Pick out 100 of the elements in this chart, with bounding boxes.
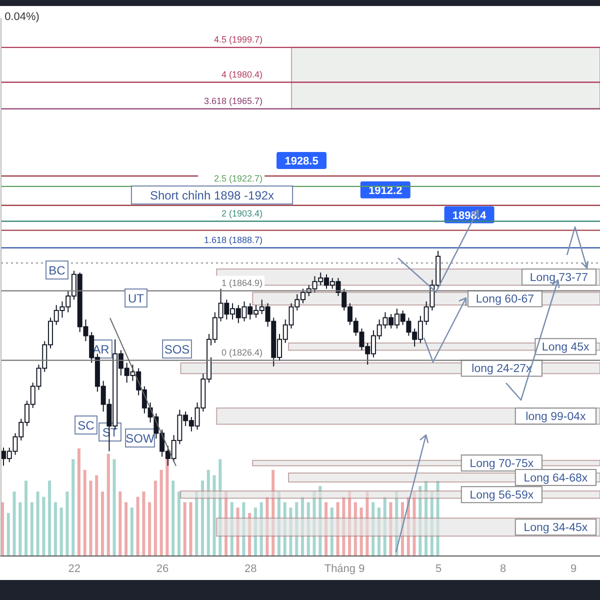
ref-line-label: 2.5 (1922.7) xyxy=(214,173,263,184)
bar xyxy=(372,502,375,556)
bar xyxy=(112,459,116,556)
bar xyxy=(124,502,128,556)
bar xyxy=(330,508,334,556)
x-tick-label: 22 xyxy=(68,562,81,575)
bar xyxy=(195,491,198,556)
bar xyxy=(118,491,122,556)
bar xyxy=(201,480,204,556)
bar xyxy=(212,475,216,556)
annotation: 0.04%) xyxy=(4,10,40,23)
annotation: BC xyxy=(48,263,66,278)
bar xyxy=(248,512,252,556)
bar xyxy=(254,508,257,556)
bar xyxy=(12,491,16,556)
band-label: Long 73-77 xyxy=(530,272,588,284)
annotation: Short chỉnh 1898 -192x xyxy=(150,188,274,202)
bar xyxy=(418,486,422,556)
bar xyxy=(30,502,34,556)
bar xyxy=(24,480,28,556)
bar xyxy=(342,496,346,556)
band-label: Long 45x xyxy=(542,342,590,354)
bar xyxy=(95,475,98,556)
bar xyxy=(424,480,428,556)
x-tick-label: 26 xyxy=(156,562,169,575)
ref-line-label: 4.5 (1999.7) xyxy=(214,34,263,44)
bar xyxy=(272,470,275,556)
bar xyxy=(42,496,46,556)
bar xyxy=(136,496,140,556)
bar xyxy=(148,502,152,556)
bar xyxy=(336,502,340,556)
bar xyxy=(348,491,352,556)
bar xyxy=(106,454,110,556)
bar xyxy=(48,480,52,556)
bar xyxy=(389,502,392,556)
band-label: Long 56-59x xyxy=(470,490,534,502)
bar xyxy=(377,508,380,556)
bar xyxy=(206,470,210,556)
band-label: Long 70-75x xyxy=(470,458,534,470)
bar xyxy=(101,491,104,556)
bar xyxy=(395,491,398,556)
bar xyxy=(72,459,75,556)
band-label: Long 34-45x xyxy=(524,522,588,534)
bar xyxy=(160,470,163,556)
bar xyxy=(260,502,263,556)
band-label: Long 60-67 xyxy=(476,294,534,306)
bar xyxy=(430,491,434,556)
x-tick-label: Tháng 9 xyxy=(324,562,365,575)
bar xyxy=(360,508,363,556)
annotation: SC xyxy=(78,418,95,432)
ref-line-label: 0 (1826.4) xyxy=(222,347,263,358)
bar xyxy=(312,491,316,556)
bar xyxy=(318,486,322,556)
bar xyxy=(277,491,280,556)
bar xyxy=(295,502,298,556)
bar xyxy=(18,502,22,556)
x-tick-label: 28 xyxy=(244,562,257,575)
bar xyxy=(242,502,246,556)
bar xyxy=(366,491,369,556)
band-label: Long 64-68x xyxy=(524,472,588,484)
bar xyxy=(89,480,92,556)
annotation: SOS xyxy=(164,342,190,356)
x-tick-label: 5 xyxy=(435,562,442,575)
bar xyxy=(354,502,357,556)
bar xyxy=(60,508,63,556)
bar xyxy=(83,470,86,556)
ref-line-label: 4 (1980.4) xyxy=(222,69,263,80)
bar xyxy=(54,502,57,556)
ref-line-label: 1.618 (1888.7) xyxy=(204,234,263,245)
bar xyxy=(66,491,69,556)
bar xyxy=(142,491,146,556)
bar xyxy=(77,448,80,556)
bar xyxy=(283,502,286,556)
bar xyxy=(306,502,310,556)
ref-line-label: 1928.5 xyxy=(284,155,318,168)
ref-line-label: 2 (1903.4) xyxy=(222,208,263,218)
x-tick-label: 8 xyxy=(500,562,506,575)
bar xyxy=(289,508,292,556)
bar xyxy=(172,480,175,556)
bar xyxy=(383,496,386,556)
bar xyxy=(177,491,180,556)
bar xyxy=(6,512,10,556)
band-label: long 99-04x xyxy=(526,411,586,424)
bar xyxy=(301,496,304,556)
ref-line-label: 1 (1864.9) xyxy=(222,278,263,288)
annotation: AR xyxy=(92,342,110,356)
bar xyxy=(154,480,157,556)
bar xyxy=(224,491,228,556)
bar xyxy=(230,502,234,556)
bar xyxy=(266,496,269,556)
bar xyxy=(406,496,410,556)
x-tick-label: 9 xyxy=(570,562,577,575)
bar xyxy=(412,491,416,556)
annotation: UT xyxy=(128,291,145,306)
bar xyxy=(36,491,40,556)
bar xyxy=(324,502,328,556)
ref-line-label: 3.618 (1965.7) xyxy=(204,96,263,106)
bar xyxy=(189,502,192,556)
bar xyxy=(183,502,186,556)
bar xyxy=(236,508,240,556)
